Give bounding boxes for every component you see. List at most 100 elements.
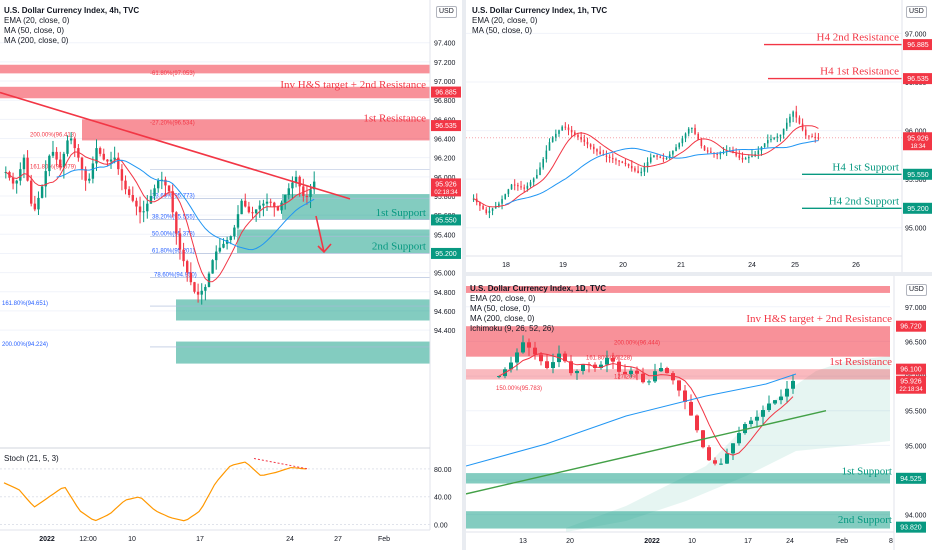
h1-candle bbox=[482, 205, 484, 210]
price-tag: 96.885 bbox=[907, 42, 929, 49]
pane-divider-horizontal[interactable] bbox=[466, 272, 932, 276]
h1-candle bbox=[583, 139, 586, 142]
fib-label: -61.80%(97.053) bbox=[150, 71, 195, 77]
h1-candle bbox=[624, 162, 627, 165]
chart-1h-canvas[interactable]: H4 2nd Resistance H4 1st Resistance H4 1st… bbox=[466, 0, 932, 272]
indicator-ema[interactable]: EMA (20, close, 0) bbox=[4, 16, 70, 25]
y-tick-label: 96.400 bbox=[434, 137, 456, 144]
x-tick-label: 10 bbox=[688, 538, 696, 545]
h1-candle bbox=[748, 157, 750, 159]
h1-candle bbox=[608, 156, 611, 159]
h4-candle bbox=[269, 201, 272, 203]
pane-divider-vertical[interactable] bbox=[462, 0, 466, 550]
h1-candle bbox=[596, 149, 598, 152]
price-tag-bg bbox=[903, 202, 932, 214]
h1-candle bbox=[498, 203, 500, 207]
h1-candle bbox=[504, 194, 507, 199]
h1-candle bbox=[520, 186, 522, 188]
h1-candle bbox=[580, 137, 582, 140]
x-tick-label: 24 bbox=[786, 538, 794, 545]
y-tick-label: 97.000 bbox=[905, 31, 927, 38]
x-tick-label: 2022 bbox=[39, 536, 55, 543]
h4-candle bbox=[258, 205, 261, 210]
d1-candle bbox=[665, 368, 669, 374]
indicator-ma200-1d[interactable]: MA (200, close, 0) bbox=[470, 314, 535, 323]
annotation-label: H4 2nd Resistance bbox=[817, 32, 900, 44]
ichimoku-cloud bbox=[566, 356, 890, 532]
y-tick-label: 96.200 bbox=[434, 156, 456, 163]
stoch-divergence-line bbox=[253, 457, 309, 470]
h4-candle bbox=[30, 180, 33, 204]
h1-candle bbox=[507, 189, 510, 195]
h1-candle bbox=[586, 141, 589, 145]
indicator-ma50[interactable]: MA (50, close, 0) bbox=[4, 26, 65, 35]
ema-line-1d bbox=[498, 352, 794, 456]
h4-candle bbox=[153, 188, 156, 196]
chart-1d-canvas[interactable]: 200.00%(96.444) 161.80%(96.228) 150.00%(95… bbox=[466, 276, 932, 550]
h1-candle bbox=[757, 150, 760, 155]
h1-candle bbox=[574, 132, 576, 135]
h1-candle bbox=[779, 134, 782, 137]
currency-badge-4h[interactable]: USD bbox=[436, 6, 457, 18]
h1-candle bbox=[640, 171, 643, 174]
h1-candle bbox=[804, 129, 807, 136]
indicator-ma200[interactable]: MA (200, close, 0) bbox=[4, 36, 69, 45]
h4-candle bbox=[149, 195, 153, 204]
h1-candle bbox=[485, 209, 488, 214]
x-tick-label: Feb bbox=[836, 538, 848, 545]
d1-candle bbox=[773, 400, 777, 404]
h1-candle bbox=[706, 150, 709, 152]
h4-candle bbox=[262, 203, 265, 206]
h1-candle bbox=[659, 156, 662, 158]
chart-pane-4h[interactable]: -61.80%(97.053) -27.20%(96.534) 200.00%(96… bbox=[0, 0, 462, 550]
currency-badge-1d[interactable]: USD bbox=[906, 284, 927, 296]
annotation-label: 2nd Support bbox=[838, 514, 892, 526]
fib-label: 38.20%(95.555) bbox=[152, 214, 195, 220]
d1-candle bbox=[791, 380, 795, 389]
h1-candle bbox=[782, 128, 785, 135]
currency-badge-1h[interactable]: USD bbox=[906, 6, 927, 18]
fib-label: 127.20% bbox=[614, 375, 638, 381]
h1-candle bbox=[776, 136, 779, 138]
h1-candle bbox=[621, 161, 624, 163]
h4-candle bbox=[291, 182, 294, 189]
h1-candle bbox=[627, 164, 630, 166]
d1-candle bbox=[533, 347, 537, 355]
indicator-ma50-1d[interactable]: MA (50, close, 0) bbox=[470, 304, 531, 313]
d1-candle bbox=[719, 463, 723, 465]
h1-candle bbox=[656, 155, 658, 157]
price-tag: 96.535 bbox=[907, 76, 929, 83]
h4-candle bbox=[102, 153, 105, 160]
d1-candle bbox=[581, 364, 585, 371]
h4-candle bbox=[265, 201, 269, 204]
h4-candle bbox=[84, 169, 87, 181]
indicator-ma50-1h[interactable]: MA (50, close, 0) bbox=[472, 26, 533, 35]
d1-candle bbox=[593, 364, 597, 369]
stoch-legend[interactable]: Stoch (21, 5, 3) bbox=[4, 454, 59, 463]
h1-candle bbox=[589, 144, 592, 147]
chart-pane-1d[interactable]: 200.00%(96.444) 161.80%(96.228) 150.00%(95… bbox=[466, 276, 932, 550]
h1-candle bbox=[646, 162, 649, 167]
d1-candle bbox=[527, 342, 531, 348]
h4-candle bbox=[69, 138, 73, 141]
d1-candle bbox=[611, 357, 615, 362]
h1-candle bbox=[529, 182, 532, 186]
chart-4h-canvas[interactable]: -61.80%(97.053) -27.20%(96.534) 200.00%(96… bbox=[0, 0, 462, 550]
x-tick-label: 26 bbox=[852, 262, 860, 269]
indicator-ema-1h[interactable]: EMA (20, close, 0) bbox=[472, 16, 538, 25]
y-tick-label: 97.400 bbox=[434, 41, 456, 48]
legend-1h: U.S. Dollar Currency Index, 1h, TVC EMA … bbox=[472, 6, 607, 36]
x-tick-label: 17 bbox=[744, 538, 752, 545]
h1-candle bbox=[618, 160, 620, 162]
indicator-ema-1d[interactable]: EMA (20, close, 0) bbox=[470, 294, 536, 303]
y-tick-label: 97.200 bbox=[434, 60, 456, 67]
indicator-ichimoku-1d[interactable]: Ichimoku (9, 26, 52, 26) bbox=[470, 324, 555, 333]
fib-label: 161.80%(96.228) bbox=[586, 355, 632, 361]
y-tick-label: 94.000 bbox=[905, 513, 927, 520]
h1-candle bbox=[599, 151, 601, 154]
fib-label: 150.00%(95.783) bbox=[496, 386, 542, 392]
h1-candle bbox=[751, 155, 753, 158]
chart-pane-1h[interactable]: H4 2nd Resistance H4 1st Resistance H4 1st… bbox=[466, 0, 932, 272]
h1-candle bbox=[697, 133, 699, 140]
h4-candle bbox=[189, 272, 193, 283]
